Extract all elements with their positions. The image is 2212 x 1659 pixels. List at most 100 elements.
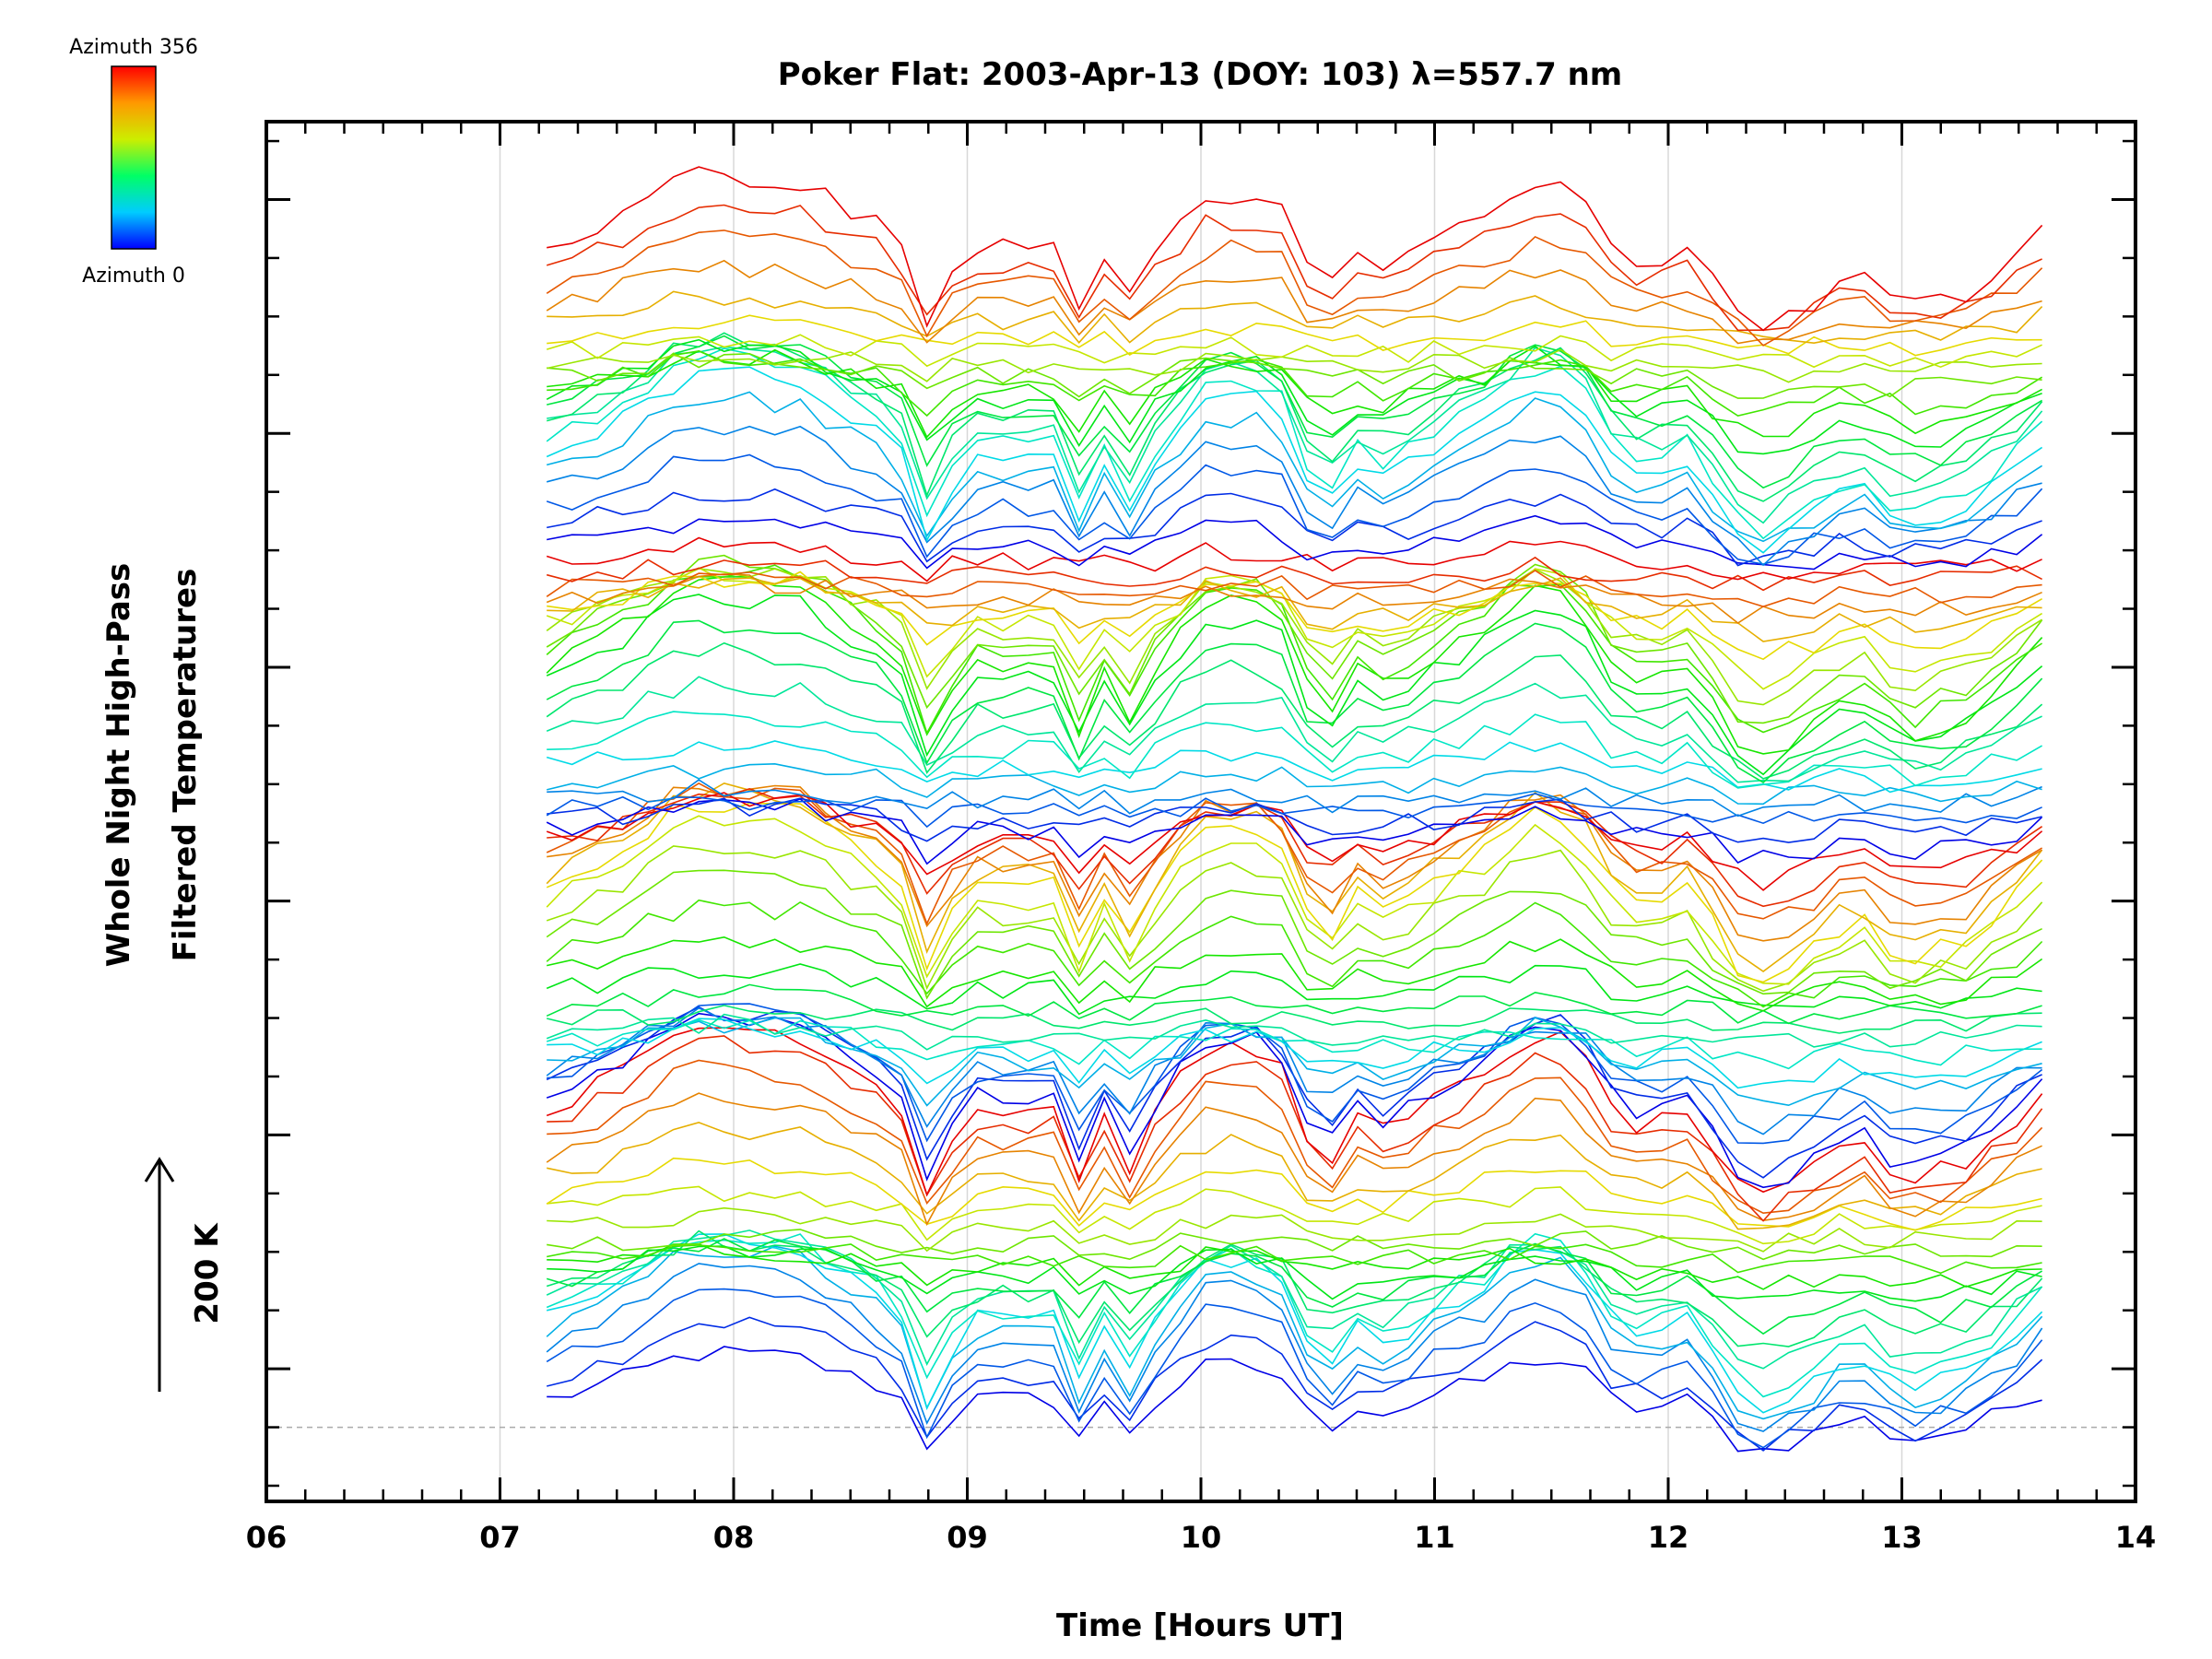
x-tick-label: 13 xyxy=(1881,1520,1923,1555)
series-line xyxy=(546,1230,2042,1370)
series-line xyxy=(547,1242,2042,1290)
axis-ticks: 06 07 08 09 10 11 12 13 14 xyxy=(246,122,2157,1555)
series-line xyxy=(547,1243,2042,1275)
series-line xyxy=(547,1003,2043,1145)
series-line xyxy=(546,983,2042,1025)
y-axis-label-line2: Filtered Temperatures xyxy=(167,569,204,962)
series-line xyxy=(547,348,2042,383)
series-line xyxy=(547,797,2042,843)
series-line xyxy=(546,1263,2043,1432)
series-line xyxy=(546,869,2042,1000)
series-line xyxy=(547,571,2043,661)
series-line xyxy=(546,338,2042,455)
series-line xyxy=(547,1316,2043,1452)
series-line xyxy=(546,425,2042,567)
chart-title: Poker Flat: 2003-Apr-13 (DOY: 103) λ=557… xyxy=(778,56,1623,93)
series-line xyxy=(546,332,2043,502)
colorbar-bottom-label: Azimuth 0 xyxy=(82,265,185,288)
series-line xyxy=(546,676,2042,783)
series-line xyxy=(546,899,2043,1008)
series-line xyxy=(547,784,2043,942)
x-tick-label: 09 xyxy=(947,1520,988,1555)
scale-label: 200 K xyxy=(189,1222,226,1324)
series-line xyxy=(547,314,2042,357)
y-axis-label-line1: Whole Night High-Pass xyxy=(100,563,137,968)
series-line xyxy=(546,1092,2042,1227)
series-line xyxy=(546,334,2042,369)
series-line xyxy=(547,935,2043,1012)
series-line xyxy=(546,594,2043,776)
series-line xyxy=(546,619,2043,783)
x-tick-label: 07 xyxy=(479,1520,521,1555)
series-line xyxy=(546,963,2042,1016)
series-line xyxy=(546,1230,2043,1347)
series-line xyxy=(547,335,2043,489)
series-line xyxy=(547,577,2042,642)
series-line xyxy=(547,1206,2042,1253)
series-line xyxy=(546,453,2043,566)
series-line xyxy=(546,740,2042,794)
series-line xyxy=(546,782,2043,972)
colorbar-top-label: Azimuth 356 xyxy=(69,36,198,59)
series-line xyxy=(547,1245,2042,1302)
series-line xyxy=(546,366,2043,554)
x-tick-label: 08 xyxy=(713,1520,755,1555)
gridlines xyxy=(266,122,2136,1501)
series-line xyxy=(546,1006,2042,1135)
series-line xyxy=(546,802,2043,983)
series-line xyxy=(547,352,2042,399)
series-line xyxy=(546,782,2043,926)
series-line xyxy=(546,573,2042,624)
x-tick-label: 10 xyxy=(1181,1520,1222,1555)
series-line xyxy=(546,641,2043,780)
x-tick-label: 14 xyxy=(2115,1520,2157,1555)
series-line xyxy=(546,204,2042,332)
series-line xyxy=(547,1346,2042,1453)
series-line xyxy=(546,792,2043,891)
series-line xyxy=(547,391,2043,543)
series-line xyxy=(547,514,2043,571)
series-line xyxy=(547,1059,2043,1215)
series-line xyxy=(546,1288,2043,1449)
series-line xyxy=(546,797,2043,865)
series-line xyxy=(546,556,2042,592)
series-line xyxy=(547,787,2043,908)
series-line xyxy=(546,229,2043,347)
series-line xyxy=(546,536,2042,582)
series-line xyxy=(547,346,2043,524)
series-line xyxy=(547,779,2042,818)
series-line xyxy=(547,1005,2042,1034)
colorbar xyxy=(111,65,157,250)
scale-arrow-head xyxy=(144,1157,175,1182)
series-line xyxy=(546,554,2043,724)
x-tick-label: 11 xyxy=(1414,1520,1455,1555)
series-line xyxy=(547,166,2043,332)
series-line xyxy=(547,1018,2042,1089)
series-lines xyxy=(546,166,2043,1453)
series-line xyxy=(547,290,2043,345)
series-line xyxy=(546,1018,2042,1070)
series-line xyxy=(547,762,2042,806)
series-line xyxy=(546,793,2042,829)
series-line xyxy=(546,1232,2043,1398)
x-tick-label: 06 xyxy=(246,1520,288,1555)
series-line xyxy=(546,575,2043,755)
series-line xyxy=(546,845,2043,993)
series-line xyxy=(546,569,2042,607)
series-line xyxy=(546,259,2042,345)
series-line xyxy=(547,1122,2042,1230)
series-line xyxy=(546,1013,2042,1051)
series-line xyxy=(547,1185,2042,1245)
series-line xyxy=(547,1229,2042,1261)
x-tick-label: 12 xyxy=(1648,1520,1689,1555)
series-line xyxy=(547,1017,2042,1107)
x-axis-label: Time [Hours UT] xyxy=(1056,1607,1344,1644)
series-line xyxy=(547,349,2043,418)
series-line xyxy=(547,488,2042,567)
series-line xyxy=(546,1157,2042,1231)
series-line xyxy=(546,1238,2043,1335)
series-line xyxy=(547,1035,2043,1222)
series-line xyxy=(546,815,2043,985)
series-line xyxy=(547,1233,2043,1414)
